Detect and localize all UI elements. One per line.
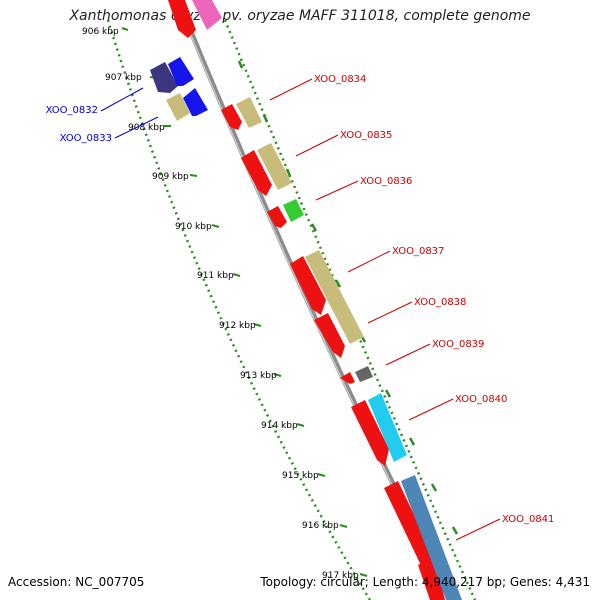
gene-label[interactable]: XOO_0840	[455, 394, 507, 405]
tick-label: 913 kbp	[240, 371, 277, 381]
gene-tan-small	[166, 93, 190, 121]
gene-tan-0837	[305, 250, 364, 344]
gene-label[interactable]: XOO_0837	[392, 246, 444, 257]
accession-text: Accession: NC_007705	[8, 575, 145, 589]
gene-red-0841	[384, 481, 438, 584]
gene-red-0837	[290, 256, 326, 315]
topology-text: Topology: circular; Length: 4,940,217 bp…	[260, 575, 590, 589]
inner-axis-dashes	[237, 60, 459, 535]
gene-leaders	[100, 78, 501, 541]
gene-label[interactable]: XOO_0833	[60, 133, 112, 144]
tick-label: 908 kbp	[128, 123, 165, 133]
tick-label: 912 kbp	[219, 321, 256, 331]
tick-label: 917 kbp	[322, 571, 359, 581]
gene-leader-line	[100, 87, 144, 112]
gene-blue-lower	[183, 88, 208, 116]
tick-label: 915 kbp	[282, 471, 319, 481]
gene-red-0839	[340, 372, 355, 384]
gene-top-red	[168, 0, 196, 38]
gene-steel-0841	[401, 475, 462, 600]
gene-red-0836	[267, 206, 287, 228]
tick-label: 916 kbp	[302, 521, 339, 531]
gene-red-0840	[351, 400, 389, 466]
gene-cyan-0840	[368, 393, 407, 462]
gene-leader-line	[455, 518, 501, 541]
gene-leader-line	[269, 78, 313, 101]
gene-red-0835	[241, 150, 272, 196]
gene-tan-0834	[236, 97, 262, 128]
gene-leader-line	[367, 301, 413, 324]
gene-leader-line	[385, 343, 431, 366]
gene-label[interactable]: XOO_0841	[502, 514, 554, 525]
gene-blue-upper	[168, 57, 194, 86]
tick-label: 910 kbp	[175, 222, 212, 232]
gene-green-0836	[283, 199, 304, 222]
gene-leader-line	[315, 180, 359, 201]
tick-label: 914 kbp	[261, 421, 298, 431]
gene-gray-0839	[355, 366, 373, 382]
tick-label: 906 kbp	[82, 27, 119, 37]
gene-red-0838	[314, 313, 345, 358]
gene-leader-line	[347, 250, 391, 273]
gene-navy	[150, 62, 178, 93]
tick-label: 911 kbp	[197, 271, 234, 281]
gene-label[interactable]: XOO_0832	[46, 105, 98, 116]
tick-label: 907 kbp	[105, 73, 142, 83]
gene-tan-0835	[257, 143, 292, 190]
gene-red-0834	[221, 104, 242, 130]
gene-top-pink	[192, 0, 222, 30]
gene-label[interactable]: XOO_0835	[340, 130, 392, 141]
gene-leader-line	[114, 116, 159, 139]
gene-leader-line	[295, 134, 339, 157]
gene-red-bottom	[418, 557, 445, 600]
gene-label[interactable]: XOO_0839	[432, 339, 484, 350]
gene-labels: XOO_0832 XOO_0833 XOO_0834 XOO_0835 XOO_0836…	[46, 74, 555, 525]
tick-labels: 906 kbp 907 kbp 908 kbp 909 kbp 910 kbp 911 k…	[82, 27, 359, 581]
gene-leader-line	[408, 398, 454, 421]
tick-label: 909 kbp	[152, 172, 189, 182]
gene-label[interactable]: XOO_0834	[314, 74, 366, 85]
gene-label[interactable]: XOO_0836	[360, 176, 412, 187]
outer-dotted-axis	[106, 19, 372, 600]
gene-label[interactable]: XOO_0838	[414, 297, 466, 308]
